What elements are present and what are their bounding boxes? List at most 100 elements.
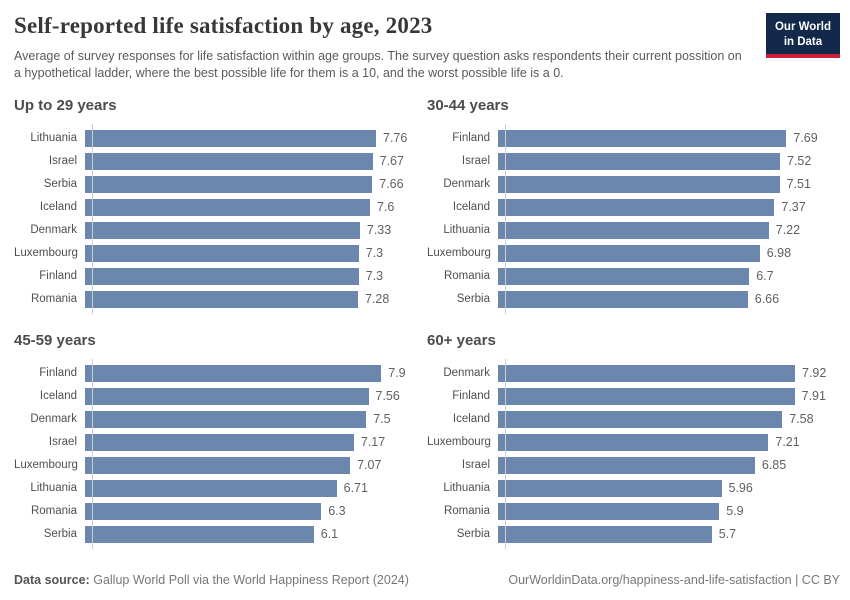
data-source: Data source: Gallup World Poll via the W… <box>14 573 409 587</box>
panel-title: 60+ years <box>427 331 496 349</box>
bar-row: Israel 7.67 <box>14 150 427 173</box>
value-label: 6.3 <box>328 504 346 518</box>
bar[interactable] <box>85 244 359 262</box>
panel-body: Finland 7.9 Iceland 7.56 Denmark 7.5 Isr… <box>14 358 427 549</box>
bar[interactable] <box>498 267 750 285</box>
data-source-label: Data source: <box>14 573 90 587</box>
bar[interactable] <box>85 221 360 239</box>
bar-row: Iceland 7.58 <box>427 408 840 431</box>
country-label: Lithuania <box>443 224 490 236</box>
bar[interactable] <box>498 290 748 308</box>
value-label: 6.7 <box>756 269 774 283</box>
country-label: Finland <box>452 390 490 402</box>
bar-row: Denmark 7.5 <box>14 408 427 431</box>
bar[interactable] <box>85 198 370 216</box>
bar[interactable] <box>85 364 382 382</box>
bar[interactable] <box>85 175 373 193</box>
bar-row: Lithuania 6.71 <box>14 477 427 500</box>
bar[interactable] <box>85 479 337 497</box>
bar[interactable] <box>85 410 367 428</box>
bar-row: Israel 7.52 <box>427 150 840 173</box>
bar[interactable] <box>85 433 354 451</box>
country-label: Romania <box>443 505 490 517</box>
bar-row: Finland 7.3 <box>14 265 427 288</box>
owid-logo[interactable]: Our World in Data <box>765 13 840 59</box>
chart-panel: 60+ years Denmark 7.92 Finland 7.91 Icel… <box>427 324 840 549</box>
bar[interactable] <box>85 502 322 520</box>
value-label: 5.96 <box>728 481 753 495</box>
country-label: Serbia <box>456 528 490 540</box>
bar[interactable] <box>498 456 755 474</box>
bar[interactable] <box>498 502 720 520</box>
country-label: Lithuania <box>30 132 77 144</box>
bar[interactable] <box>85 267 359 285</box>
bar-row: Serbia 6.1 <box>14 523 427 546</box>
value-label: 5.7 <box>718 527 737 541</box>
bar-row: Serbia 7.66 <box>14 173 427 196</box>
bar[interactable] <box>85 456 351 474</box>
value-label: 7.76 <box>383 131 408 145</box>
chart-panel: 30-44 years Finland 7.69 Israel 7.52 Den… <box>427 89 840 314</box>
country-label: Iceland <box>452 201 490 213</box>
bar-row: Romania 7.28 <box>14 288 427 311</box>
bar[interactable] <box>85 290 358 308</box>
country-label: Serbia <box>43 528 77 540</box>
bar-row: Israel 7.17 <box>14 431 427 454</box>
bar[interactable] <box>498 364 795 382</box>
panel-title: 45-59 years <box>14 331 96 349</box>
bar[interactable] <box>498 479 722 497</box>
bar-row: Denmark 7.51 <box>427 173 840 196</box>
country-label: Serbia <box>456 293 490 305</box>
value-label: 6.85 <box>761 458 787 472</box>
header: Self-reported life satisfaction by age, … <box>0 0 850 83</box>
bar-row: Romania 6.7 <box>427 265 840 288</box>
bar[interactable] <box>498 433 769 451</box>
panel-body: Denmark 7.92 Finland 7.91 Iceland 7.58 L… <box>427 358 840 549</box>
owid-logo-line1: Our World <box>774 21 831 33</box>
chart-subtitle: Average of survey responses for life sat… <box>14 49 742 81</box>
value-label: 7.92 <box>802 366 827 380</box>
value-label: 7.69 <box>793 131 818 145</box>
bar-row: Romania 5.9 <box>427 500 840 523</box>
bar[interactable] <box>85 525 314 543</box>
bar[interactable] <box>498 198 775 216</box>
country-label: Finland <box>39 270 77 282</box>
bar[interactable] <box>498 387 795 405</box>
country-label: Finland <box>39 367 77 379</box>
bar[interactable] <box>498 175 780 193</box>
bar[interactable] <box>498 221 769 239</box>
bar[interactable] <box>498 410 783 428</box>
value-label: 7.9 <box>388 366 406 380</box>
country-label: Luxembourg <box>427 436 491 448</box>
owid-logo-line2: in Data <box>783 35 823 48</box>
country-label: Israel <box>48 436 77 448</box>
footer: Data source: Gallup World Poll via the W… <box>14 573 840 587</box>
value-label: 7.51 <box>786 177 811 191</box>
bar[interactable] <box>498 244 760 262</box>
bar-row: Luxembourg 6.98 <box>427 242 840 265</box>
country-label: Israel <box>461 459 490 471</box>
bar-row: Lithuania 7.76 <box>14 127 427 150</box>
bar-row: Serbia 5.7 <box>427 523 840 546</box>
bar-row: Denmark 7.92 <box>427 362 840 385</box>
value-label: 7.22 <box>775 223 801 237</box>
bar[interactable] <box>85 152 373 170</box>
country-label: Lithuania <box>443 482 490 494</box>
value-label: 6.66 <box>754 292 780 306</box>
bar-row: Lithuania 5.96 <box>427 477 840 500</box>
y-axis-line <box>92 123 93 314</box>
value-label: 6.98 <box>766 246 792 260</box>
bar-row: Serbia 6.66 <box>427 288 840 311</box>
bar-row: Israel 6.85 <box>427 454 840 477</box>
source-link[interactable]: OurWorldinData.org/happiness-and-life-sa… <box>508 573 840 587</box>
bar[interactable] <box>498 152 780 170</box>
bar[interactable] <box>85 129 376 147</box>
value-label: 7.3 <box>365 269 384 283</box>
value-label: 7.37 <box>781 200 806 214</box>
value-label: 6.71 <box>343 481 368 495</box>
bar[interactable] <box>498 129 787 147</box>
bar[interactable] <box>498 525 712 543</box>
bar-row: Iceland 7.6 <box>14 196 427 219</box>
bar[interactable] <box>85 387 369 405</box>
